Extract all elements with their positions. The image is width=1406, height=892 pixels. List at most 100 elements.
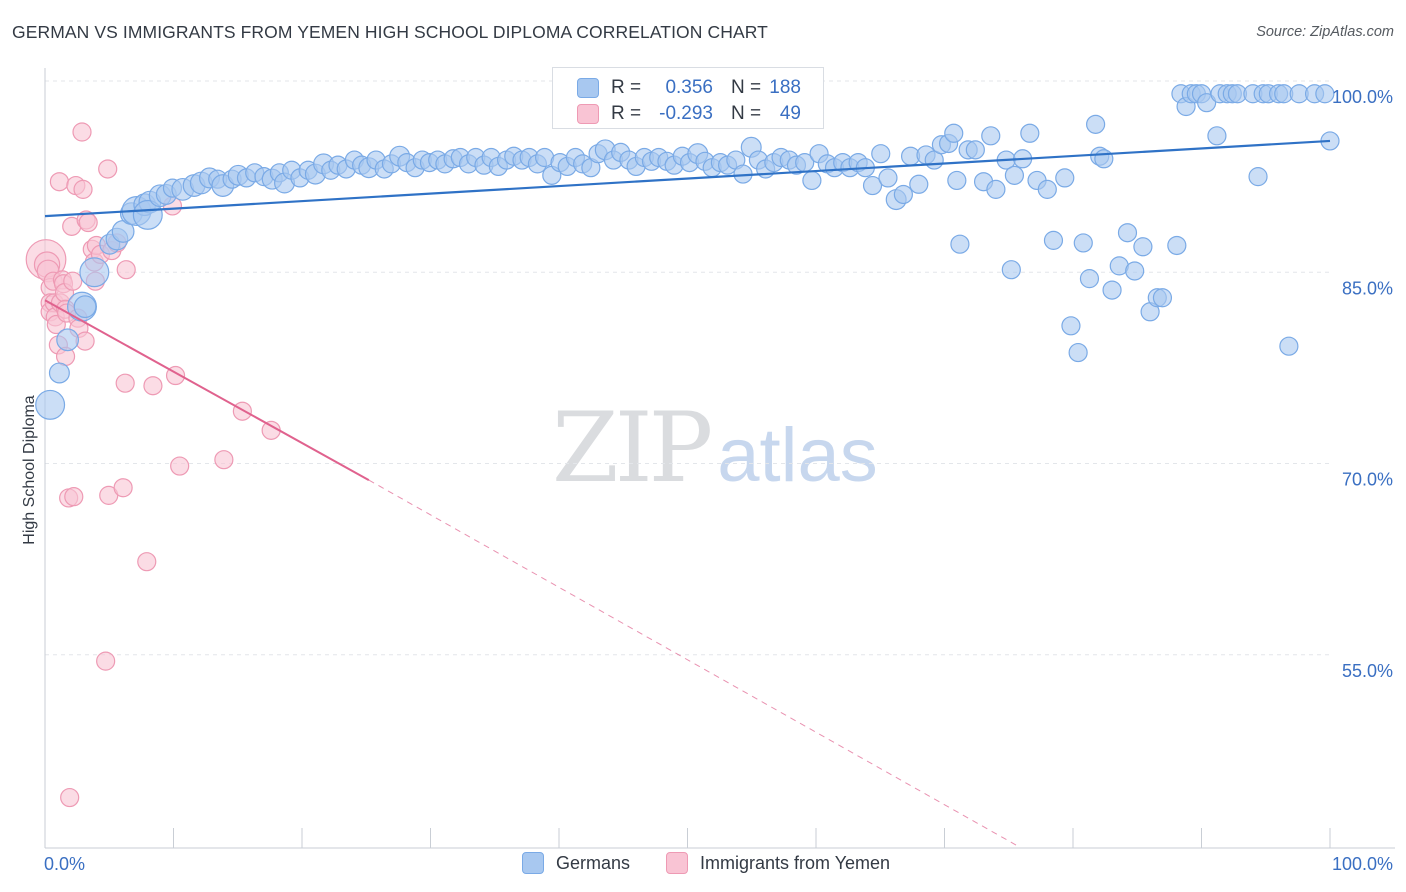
- german-point: [132, 199, 163, 230]
- german-point: [981, 126, 1001, 146]
- german-point: [1079, 269, 1100, 289]
- yemen-point: [170, 456, 190, 476]
- source-label: Source: ZipAtlas.com: [1256, 24, 1394, 40]
- yemen-point: [49, 172, 69, 192]
- german-point: [1094, 149, 1114, 169]
- x-tick-label-max: 100.0%: [1332, 854, 1393, 874]
- german-point: [1037, 179, 1057, 199]
- legend-r-value-yemen: -0.293: [659, 103, 713, 124]
- german-point: [79, 257, 110, 288]
- yemen-point: [115, 373, 135, 393]
- legend-row-yemen: R = -0.293 N = 49: [553, 100, 823, 128]
- german-point: [893, 184, 913, 205]
- yemen-point: [143, 376, 163, 396]
- legend-swatch-yemen: [577, 104, 599, 124]
- legend-row-germans: R = 0.356 N = 188: [553, 74, 823, 102]
- yemen-trend-line: [44, 299, 370, 481]
- axes: [44, 68, 1395, 849]
- yemen-point: [232, 401, 252, 421]
- legend-label-yemen: Immigrants from Yemen: [700, 852, 891, 873]
- german-point: [1197, 93, 1217, 113]
- german-point: [1073, 233, 1093, 253]
- yemen-point: [72, 122, 92, 142]
- german-point: [1248, 167, 1268, 187]
- legend-r-label: R =: [611, 77, 642, 98]
- german-point: [1068, 342, 1088, 363]
- trend-lines: [44, 139, 1331, 847]
- legend-key-germans: [522, 852, 544, 874]
- german-point: [1125, 261, 1145, 281]
- yemen-point: [214, 450, 234, 470]
- german-point: [35, 389, 66, 420]
- german-point: [1133, 237, 1153, 257]
- series-legend: Germans Immigrants from Yemen: [0, 850, 1406, 878]
- legend-n-label: N =: [731, 103, 762, 124]
- german-point: [862, 175, 883, 196]
- yemen-point: [98, 159, 118, 179]
- german-point: [1001, 260, 1021, 280]
- x-tick-label-min: 0.0%: [44, 854, 85, 874]
- german-point: [1086, 114, 1106, 134]
- german-point: [1207, 126, 1227, 146]
- german-point: [944, 123, 964, 143]
- legend-key-yemen: [666, 852, 688, 874]
- german-points: [35, 84, 1340, 420]
- y-tick-label: 55.0%: [1342, 661, 1393, 681]
- german-point: [1061, 316, 1081, 336]
- yemen-point: [64, 487, 84, 507]
- german-point: [1004, 165, 1025, 185]
- legend-r-value-germans: 0.356: [665, 77, 713, 98]
- watermark-atlas: atlas: [717, 413, 878, 498]
- german-trend-line: [44, 139, 1331, 218]
- yemen-point: [137, 552, 157, 572]
- chart-title: GERMAN VS IMMIGRANTS FROM YEMEN HIGH SCH…: [12, 22, 768, 42]
- german-point: [1043, 230, 1064, 250]
- y-tick-label: 85.0%: [1342, 278, 1393, 298]
- german-point: [986, 179, 1006, 199]
- german-point: [871, 144, 891, 164]
- german-point: [48, 362, 70, 384]
- legend-swatch-germans: [577, 78, 599, 98]
- yemen-point: [73, 179, 93, 199]
- legend-n-value-germans: 188: [769, 77, 801, 98]
- german-point: [802, 170, 822, 191]
- yemen-point: [116, 260, 136, 280]
- german-point: [878, 168, 898, 188]
- german-point: [1055, 168, 1075, 188]
- german-point: [1152, 288, 1173, 308]
- german-point: [1279, 336, 1299, 356]
- watermark-zip: ZIP: [552, 392, 713, 504]
- german-point: [1315, 84, 1335, 104]
- german-point: [947, 170, 967, 191]
- legend-n-label: N =: [731, 77, 762, 98]
- german-point: [1102, 280, 1122, 300]
- german-point: [1117, 223, 1138, 243]
- german-point: [950, 234, 970, 254]
- yemen-point: [113, 478, 133, 498]
- yemen-points: [25, 122, 281, 808]
- y-tick-label: 100.0%: [1332, 87, 1393, 107]
- y-axis-title-text: High School Diploma: [21, 395, 38, 545]
- legend-item-germans[interactable]: Germans: [522, 852, 630, 874]
- y-axis-title: High School Diploma: [18, 320, 42, 620]
- stats-legend: R = 0.356 N = 188 R = -0.293 N = 49: [552, 67, 824, 129]
- german-point: [965, 140, 985, 160]
- yemen-trend-extension: [368, 479, 1018, 847]
- german-point: [1167, 235, 1187, 256]
- legend-n-value-yemen: 49: [779, 103, 801, 124]
- y-tick-label: 70.0%: [1342, 470, 1393, 490]
- legend-r-label: R =: [611, 103, 642, 124]
- tick-labels: 100.0% 85.0% 70.0% 55.0% 0.0% 100.0%: [44, 87, 1393, 874]
- german-point: [56, 328, 80, 352]
- german-point: [1020, 123, 1040, 143]
- yemen-point: [63, 271, 83, 291]
- yemen-point: [96, 651, 116, 671]
- yemen-point: [60, 787, 80, 808]
- german-point: [909, 174, 929, 194]
- legend-item-yemen[interactable]: Immigrants from Yemen: [666, 852, 890, 874]
- yemen-point: [78, 212, 98, 233]
- watermark: ZIP atlas: [552, 400, 878, 497]
- legend-label-germans: Germans: [556, 852, 631, 873]
- german-point: [73, 295, 97, 319]
